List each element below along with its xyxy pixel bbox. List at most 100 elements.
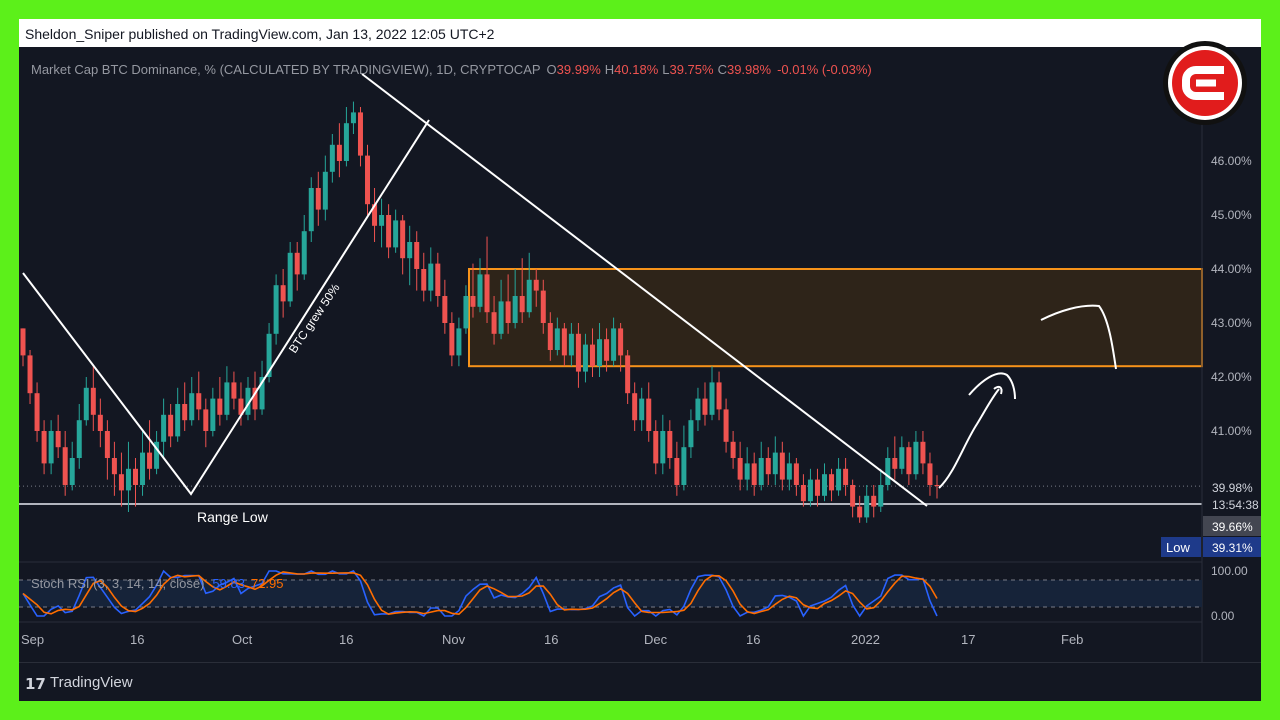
publish-header: Sheldon_Sniper published on TradingView.… — [19, 19, 1261, 47]
candle-body — [934, 485, 940, 487]
candle — [175, 387, 181, 442]
candle — [238, 382, 244, 426]
candle-body — [456, 328, 462, 356]
price-tick-label: 46.00% — [1211, 154, 1252, 168]
price-tick-label: 43.00% — [1211, 316, 1252, 330]
candle-body — [807, 479, 813, 502]
hand-drawn-top-curve — [1040, 304, 1117, 370]
candle — [217, 377, 223, 426]
hand-drawn-curve — [968, 372, 1016, 400]
range-low-label: Range Low — [197, 509, 269, 525]
candle-body — [667, 431, 673, 458]
candle — [20, 328, 26, 367]
candle-body — [365, 155, 371, 205]
candle-body — [786, 463, 792, 480]
candle — [104, 420, 110, 480]
candle-body — [287, 252, 293, 302]
price-tick-label: 44.00% — [1211, 262, 1252, 276]
chart-frame: 46.00% 45.00% 44.00% 43.00% 42.00% 41.00% 39.9… — [19, 19, 1261, 701]
candle-body — [885, 458, 891, 485]
candle — [252, 371, 258, 421]
candle-body — [154, 441, 160, 469]
candle-body — [203, 409, 209, 431]
candle — [315, 171, 321, 226]
low-value-tag-bg — [1203, 537, 1261, 557]
candle — [343, 107, 349, 167]
published-line: Sheldon_Sniper published on TradingView.… — [25, 26, 495, 42]
candle — [231, 371, 237, 410]
candle-body — [435, 263, 441, 296]
candle-body — [779, 452, 785, 480]
candle — [41, 420, 47, 475]
candle — [843, 458, 849, 496]
candles — [20, 101, 940, 523]
countdown-tag-bg — [1203, 496, 1261, 514]
candle — [751, 452, 757, 496]
candle — [400, 215, 406, 275]
candle — [90, 366, 96, 431]
candle — [210, 387, 216, 437]
candle-body — [189, 393, 195, 421]
candle-body — [526, 279, 532, 313]
candle — [55, 414, 61, 458]
candle-body — [259, 377, 265, 410]
candle-body — [386, 215, 392, 248]
candle-body — [308, 188, 314, 232]
countdown-tag: 13:54:38 — [1212, 498, 1259, 512]
candle-body — [695, 398, 701, 421]
candle — [709, 366, 715, 421]
candle — [885, 447, 891, 491]
candle — [294, 242, 300, 291]
candle — [800, 474, 806, 507]
candle-body — [519, 296, 525, 313]
candle-body — [41, 431, 47, 464]
candle — [421, 252, 427, 302]
candle — [561, 323, 567, 367]
candle — [822, 463, 828, 502]
candle — [27, 350, 33, 404]
candle — [737, 441, 743, 491]
candle-body — [674, 458, 680, 485]
candle-body — [491, 312, 497, 334]
candle — [182, 382, 188, 431]
symbol-name: Market Cap BTC Dominance, % (CALCULATED … — [31, 62, 541, 77]
candle — [435, 252, 441, 307]
candle — [625, 350, 631, 404]
candle — [357, 107, 363, 167]
candle — [414, 231, 420, 291]
candle-body — [20, 328, 26, 356]
candle-body — [62, 447, 68, 485]
candle — [393, 209, 399, 253]
tradingview-brand: TradingView — [50, 674, 133, 691]
low-label: Low — [1166, 540, 1190, 555]
candle — [681, 425, 687, 491]
candle — [365, 144, 371, 215]
stoch-band — [19, 580, 1202, 607]
candle-body — [449, 323, 455, 356]
candle-body — [913, 441, 919, 475]
candle — [407, 225, 413, 286]
time-tick-label: Feb — [1061, 632, 1083, 647]
candle-body — [843, 468, 849, 485]
time-tick-label: Oct — [232, 632, 253, 647]
candle-body — [238, 398, 244, 415]
candle-body — [498, 301, 504, 334]
low-value-tag: 39.31% — [1212, 541, 1253, 555]
candle — [168, 404, 174, 448]
candle-body — [182, 404, 188, 421]
price-tick-label: 45.00% — [1211, 208, 1252, 222]
candle-body — [329, 144, 335, 172]
candle-body — [730, 441, 736, 458]
candle — [48, 420, 54, 475]
chart-canvas: 46.00% 45.00% 44.00% 43.00% 42.00% 41.00% 39.9… — [19, 47, 1261, 662]
candle-body — [407, 242, 413, 259]
time-tick-label: 16 — [746, 632, 760, 647]
candle-body — [414, 242, 420, 269]
time-tick-label: 16 — [130, 632, 144, 647]
drawings — [22, 73, 1117, 507]
candle — [864, 485, 870, 523]
candle-body — [27, 355, 33, 394]
v-shape-trendline — [22, 119, 430, 496]
time-tick-label: 17 — [961, 632, 975, 647]
candle — [547, 312, 553, 361]
